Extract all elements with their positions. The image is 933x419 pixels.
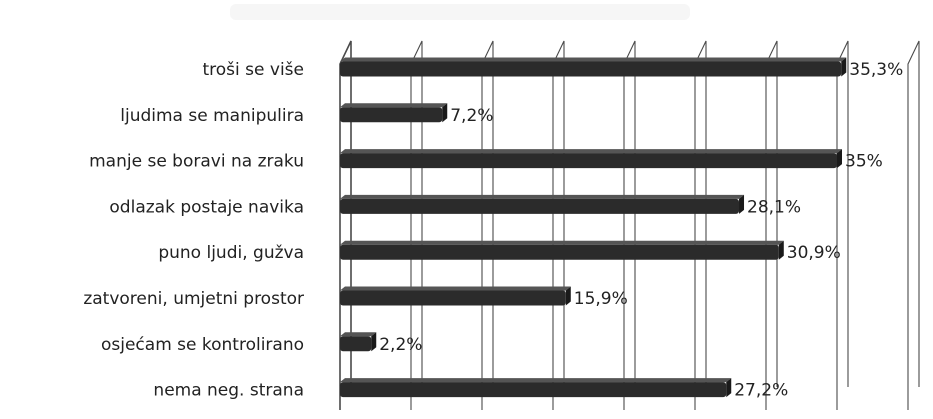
bar-front-3	[340, 198, 740, 214]
bar-top-2	[340, 149, 842, 154]
category-label-6: osjećam se kontrolirano	[101, 335, 304, 355]
value-label-0: 35,3%	[849, 60, 903, 80]
bar-3	[340, 194, 745, 214]
value-label-6: 2,2%	[379, 335, 422, 355]
value-label-7: 27,2%	[734, 381, 788, 401]
bar-cap-7	[726, 378, 732, 398]
bar-cap-6	[371, 332, 377, 352]
value-label-4: 30,9%	[787, 243, 841, 263]
grid-layer	[339, 40, 920, 410]
bar-6	[340, 332, 377, 352]
category-label-7: nema neg. strana	[153, 381, 304, 401]
value-label-5: 15,9%	[574, 289, 628, 309]
bar-top-3	[340, 194, 745, 199]
bar-top-7	[340, 378, 732, 383]
gridline-25	[694, 40, 707, 410]
bar-cap-2	[837, 149, 842, 169]
category-label-2: manje se boravi na zraku	[89, 152, 304, 172]
bar-7	[340, 378, 732, 398]
bar-top-0	[340, 57, 847, 62]
category-label-3: odlazak postaje navika	[109, 197, 304, 217]
bar-front-6	[340, 336, 372, 352]
gridline-0	[339, 40, 352, 410]
bar-cap-3	[739, 194, 745, 214]
category-label-4: puno ljudi, gužva	[158, 243, 304, 263]
bar-front-0	[340, 61, 842, 77]
bar-cap-0	[841, 57, 847, 77]
value-label-3: 28,1%	[747, 197, 801, 217]
bar-cap-5	[565, 286, 571, 306]
gridline-15	[552, 40, 565, 410]
bar-front-1	[340, 107, 443, 123]
category-label-1: ljudima se manipulira	[120, 106, 304, 126]
bar-top-6	[340, 332, 377, 337]
bar-top-5	[340, 286, 571, 291]
value-label-1: 7,2%	[450, 106, 493, 126]
bar-front-2	[340, 153, 837, 169]
gridline-10	[481, 40, 494, 410]
bar-front-7	[340, 382, 727, 398]
bar-top-1	[340, 103, 448, 108]
bar-2	[340, 149, 842, 169]
bar-5	[340, 286, 571, 306]
bar-cap-4	[778, 240, 784, 260]
gridline-20	[623, 40, 636, 410]
bar-front-4	[340, 244, 779, 260]
bar-top-4	[340, 240, 784, 245]
category-label-5: zatvoreni, umjetni prostor	[83, 289, 304, 309]
bar-0	[340, 57, 847, 77]
gridline-35	[836, 40, 849, 410]
category-label-layer: troši se više ljudima se manipulira manje …	[83, 60, 304, 401]
bar-cap-1	[442, 103, 448, 123]
value-label-2: 35%	[845, 152, 883, 172]
bar-layer	[340, 57, 847, 398]
gridline-30	[765, 40, 778, 410]
bar-4	[340, 240, 784, 260]
category-label-0: troši se više	[203, 60, 305, 80]
bar-front-5	[340, 290, 566, 306]
gridline-40	[907, 40, 920, 410]
title-blur-strip	[230, 4, 690, 20]
bar-1	[340, 103, 448, 123]
gridline-5	[410, 40, 423, 410]
value-label-layer: 35,3% 7,2% 35% 28,1% 30,9% 15,9% 2,2% 27,2%	[379, 60, 903, 401]
